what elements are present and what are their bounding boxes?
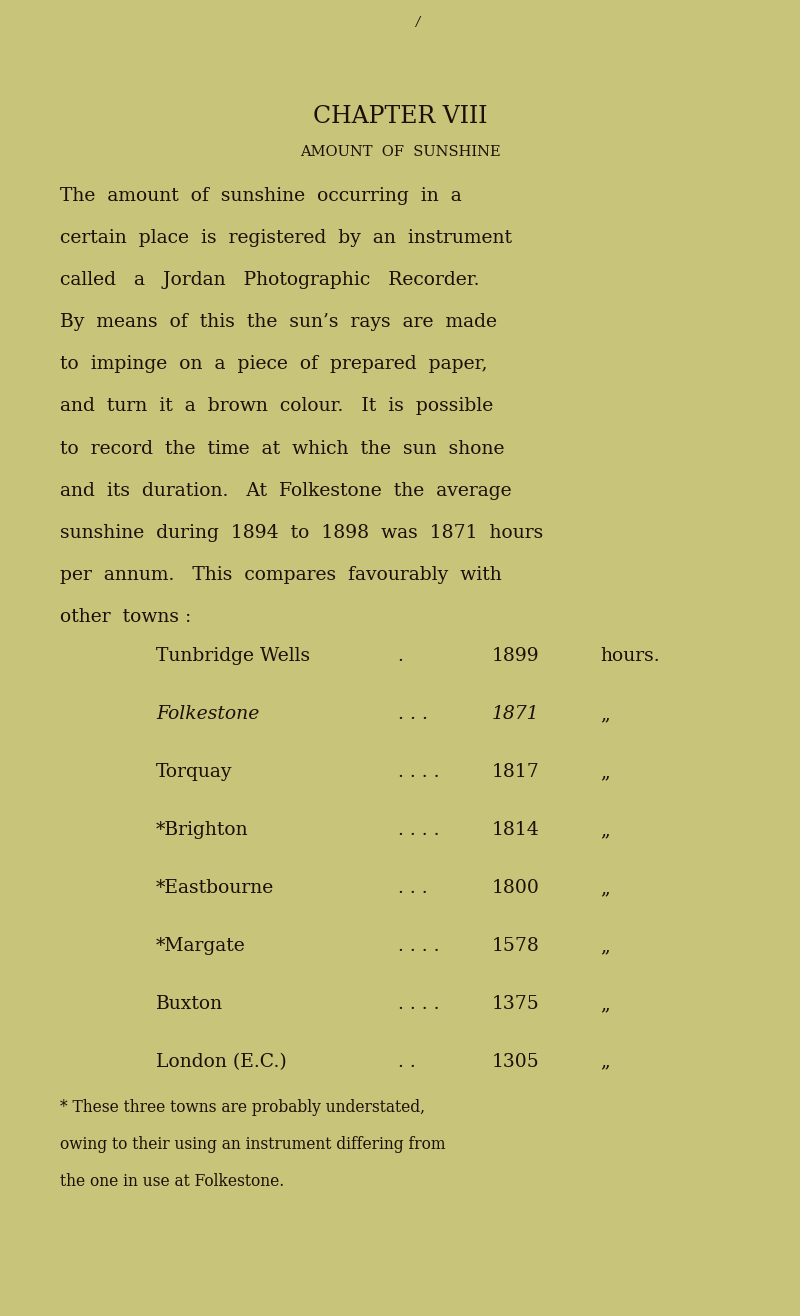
Text: *Eastbourne: *Eastbourne [156, 879, 274, 898]
Text: and  its  duration.   At  Folkestone  the  average: and its duration. At Folkestone the aver… [60, 482, 512, 500]
Text: 1814: 1814 [492, 821, 540, 840]
Text: The  amount  of  sunshine  occurring  in  a: The amount of sunshine occurring in a [60, 187, 462, 205]
Text: /: / [416, 16, 420, 29]
Text: sunshine  during  1894  to  1898  was  1871  hours: sunshine during 1894 to 1898 was 1871 ho… [60, 524, 543, 542]
Text: „: „ [600, 763, 610, 782]
Text: *Brighton: *Brighton [156, 821, 249, 840]
Text: „: „ [600, 1053, 610, 1071]
Text: London (E.C.): London (E.C.) [156, 1053, 286, 1071]
Text: . . . .: . . . . [392, 937, 446, 955]
Text: and  turn  it  a  brown  colour.   It  is  possible: and turn it a brown colour. It is possib… [60, 397, 494, 416]
Text: Buxton: Buxton [156, 995, 223, 1013]
Text: Torquay: Torquay [156, 763, 233, 782]
Text: to  record  the  time  at  which  the  sun  shone: to record the time at which the sun shon… [60, 440, 505, 458]
Text: called   a   Jordan   Photographic   Recorder.: called a Jordan Photographic Recorder. [60, 271, 479, 290]
Text: 1817: 1817 [492, 763, 540, 782]
Text: AMOUNT  OF  SUNSHINE: AMOUNT OF SUNSHINE [300, 145, 500, 159]
Text: „: „ [600, 995, 610, 1013]
Text: CHAPTER VIII: CHAPTER VIII [313, 105, 487, 128]
Text: . . . .: . . . . [392, 763, 446, 782]
Text: to  impinge  on  a  piece  of  prepared  paper,: to impinge on a piece of prepared paper, [60, 355, 487, 374]
Text: „: „ [600, 937, 610, 955]
Text: the one in use at Folkestone.: the one in use at Folkestone. [60, 1173, 284, 1190]
Text: „: „ [600, 821, 610, 840]
Text: owing to their using an instrument differing from: owing to their using an instrument diffe… [60, 1136, 446, 1153]
Text: .: . [392, 647, 416, 666]
Text: . . .: . . . [392, 705, 434, 724]
Text: Tunbridge Wells: Tunbridge Wells [156, 647, 310, 666]
Text: . . . .: . . . . [392, 821, 446, 840]
Text: . . .: . . . [392, 879, 434, 898]
Text: 1871: 1871 [492, 705, 539, 724]
Text: „: „ [600, 705, 610, 724]
Text: Folkestone: Folkestone [156, 705, 259, 724]
Text: By  means  of  this  the  sun’s  rays  are  made: By means of this the sun’s rays are made [60, 313, 497, 332]
Text: „: „ [600, 879, 610, 898]
Text: hours.: hours. [600, 647, 660, 666]
Text: certain  place  is  registered  by  an  instrument: certain place is registered by an instru… [60, 229, 512, 247]
Text: 1899: 1899 [492, 647, 540, 666]
Text: 1375: 1375 [492, 995, 540, 1013]
Text: 1800: 1800 [492, 879, 540, 898]
Text: 1578: 1578 [492, 937, 540, 955]
Text: . . . .: . . . . [392, 995, 446, 1013]
Text: . .: . . [392, 1053, 422, 1071]
Text: *Margate: *Margate [156, 937, 246, 955]
Text: 1305: 1305 [492, 1053, 540, 1071]
Text: per  annum.   This  compares  favourably  with: per annum. This compares favourably with [60, 566, 502, 584]
Text: other  towns :: other towns : [60, 608, 191, 626]
Text: * These three towns are probably understated,: * These three towns are probably underst… [60, 1099, 425, 1116]
